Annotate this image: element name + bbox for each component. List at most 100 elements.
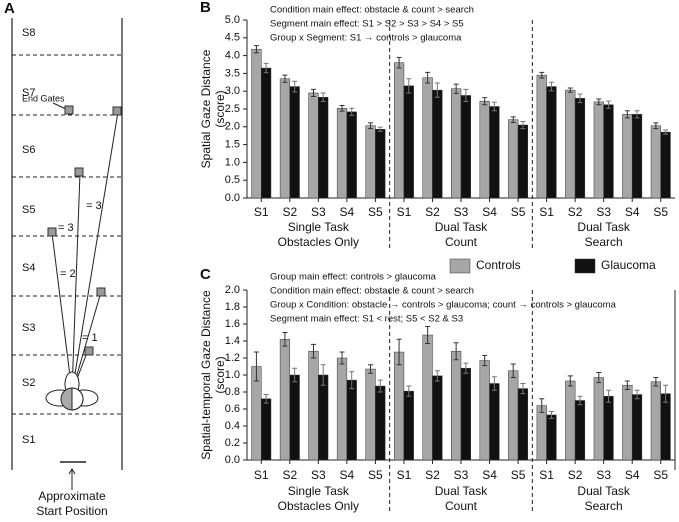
bar <box>346 379 357 461</box>
panel-label: B <box>200 0 211 16</box>
error-bar <box>310 88 316 98</box>
y-axis-title: Spatial Gaze Distance <box>199 49 213 168</box>
bar <box>565 380 576 461</box>
error-bar <box>253 45 259 54</box>
bar <box>251 48 262 199</box>
group-label: Search <box>585 499 623 513</box>
group-label: Search <box>585 235 623 249</box>
y-tick-label: 1.4 <box>225 335 240 347</box>
legend-swatch <box>449 258 471 274</box>
bar <box>365 368 376 461</box>
bar <box>279 339 291 461</box>
bar <box>479 360 490 461</box>
y-tick-label: 4.0 <box>225 50 240 62</box>
x-tick-label: S4 <box>340 468 355 482</box>
error-bar <box>634 389 640 400</box>
group-label: Obstacles Only <box>278 235 359 249</box>
group-label: Single Task <box>288 220 350 234</box>
y-tick-label: 0.5 <box>225 174 240 186</box>
error-bar <box>463 362 469 374</box>
bar <box>289 374 300 461</box>
y-axis-title: Spatial-temporal Gaze Distance <box>199 290 213 460</box>
error-bar <box>339 104 345 112</box>
y-tick-label: 4.5 <box>225 32 240 44</box>
bar <box>403 390 414 461</box>
x-tick-label: S4 <box>625 205 640 219</box>
y-tick-label: 2.0 <box>225 284 240 296</box>
x-tick-label: S1 <box>397 205 412 219</box>
error-bar <box>263 394 269 404</box>
bar <box>451 350 462 461</box>
gate-number: = 1 <box>82 332 98 344</box>
error-bar <box>663 129 669 135</box>
x-tick-label: S4 <box>482 205 497 219</box>
error-bar <box>491 101 497 112</box>
error-bar <box>434 370 440 382</box>
section-label: S7 <box>22 87 35 99</box>
y-tick-label: 2.5 <box>225 103 240 115</box>
annotation: Group x Segment: S1 → controls > glaucom… <box>270 33 462 44</box>
y-tick-label: 1.6 <box>225 318 240 330</box>
error-bar <box>520 383 526 395</box>
section-label: S6 <box>22 144 35 156</box>
section-label: S4 <box>22 262 35 274</box>
error-bar <box>292 80 298 93</box>
x-tick-label: S3 <box>596 468 611 482</box>
bar <box>631 114 643 199</box>
section-label: S5 <box>22 204 35 216</box>
x-tick-label: S5 <box>511 205 526 219</box>
panel-label: A <box>4 0 15 17</box>
error-bar <box>663 384 669 403</box>
error-bar <box>368 122 374 130</box>
error-bar <box>482 97 488 106</box>
x-tick-label: S5 <box>653 468 668 482</box>
error-bar <box>453 83 459 94</box>
bar <box>289 86 300 199</box>
bar <box>536 74 547 199</box>
bar <box>432 89 443 199</box>
y-tick-label: 1.5 <box>225 139 240 151</box>
error-bar <box>339 351 345 365</box>
y-tick-label: 1.0 <box>225 369 240 381</box>
bar <box>650 125 661 199</box>
bar <box>336 357 348 461</box>
gate-number: = 2 <box>60 268 76 280</box>
error-bar <box>653 122 659 130</box>
error-bar <box>282 332 288 347</box>
caption: Start Position <box>36 504 107 518</box>
error-bar <box>396 56 402 69</box>
error-bar <box>425 71 431 84</box>
bar <box>650 381 661 461</box>
caption: Approximate <box>38 489 106 503</box>
y-axis-title: (score) <box>213 90 227 127</box>
error-bar <box>263 62 269 74</box>
bar <box>631 394 643 461</box>
error-bar <box>624 110 630 119</box>
x-tick-label: S4 <box>482 468 497 482</box>
x-tick-label: S2 <box>425 205 440 219</box>
y-tick-label: 1.0 <box>225 156 240 168</box>
y-tick-label: 0.4 <box>225 420 240 432</box>
legend-swatch <box>574 258 596 274</box>
bar <box>603 104 614 199</box>
y-axis-title: (score) <box>213 356 227 393</box>
y-tick-label: 0.8 <box>225 386 240 398</box>
legend-label: Glaucoma <box>601 258 656 272</box>
group-label: Count <box>445 499 478 513</box>
annotation: Group x Condition: obstacle → controls >… <box>270 300 617 311</box>
x-tick-label: S4 <box>625 468 640 482</box>
error-bar <box>606 100 612 109</box>
gate-label: End Gates <box>22 93 65 103</box>
walkway <box>11 18 123 490</box>
gate-number: = 3 <box>86 200 102 212</box>
x-tick-label: S1 <box>539 468 554 482</box>
bar <box>451 88 462 199</box>
bar <box>346 111 357 199</box>
section-label: S3 <box>22 322 35 334</box>
x-tick-label: S1 <box>397 468 412 482</box>
error-bar <box>253 351 259 382</box>
bar <box>261 398 272 461</box>
group-label: Single Task <box>288 484 350 498</box>
x-tick-label: S5 <box>368 468 383 482</box>
group-label: Obstacles Only <box>278 499 359 513</box>
